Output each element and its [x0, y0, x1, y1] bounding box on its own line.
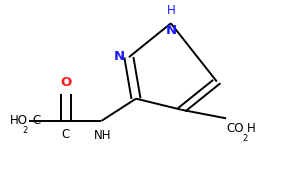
Text: C: C	[32, 113, 40, 127]
Text: H: H	[247, 122, 256, 135]
Text: NH: NH	[94, 129, 111, 142]
Text: 2: 2	[23, 126, 28, 135]
Text: 2: 2	[242, 134, 248, 143]
Text: H: H	[166, 4, 175, 17]
Text: HO: HO	[10, 113, 28, 127]
Text: O: O	[60, 76, 72, 89]
Text: N: N	[113, 50, 125, 63]
Text: N: N	[165, 24, 176, 37]
Text: C: C	[62, 128, 70, 141]
Text: CO: CO	[226, 122, 244, 135]
